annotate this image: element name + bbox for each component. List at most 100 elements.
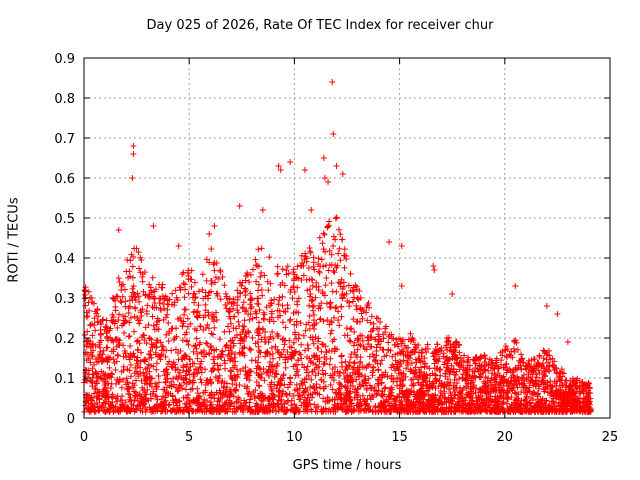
data-point (551, 362, 558, 369)
data-point (211, 360, 218, 367)
data-point (106, 374, 113, 381)
data-point (247, 346, 254, 353)
data-point (133, 377, 140, 384)
data-point (102, 394, 109, 401)
data-point (129, 263, 136, 270)
data-point (175, 373, 182, 380)
data-point (153, 366, 160, 373)
data-point (84, 312, 91, 319)
data-point (317, 384, 324, 391)
data-point (175, 366, 182, 373)
data-point (284, 263, 291, 270)
data-point (393, 361, 400, 368)
data-point (538, 362, 545, 369)
data-point (277, 312, 284, 319)
data-point (451, 388, 458, 395)
data-point (307, 406, 314, 413)
data-point (413, 359, 420, 366)
data-point (126, 297, 133, 304)
data-point (405, 394, 412, 401)
data-point (114, 293, 121, 300)
data-point (455, 400, 462, 407)
data-point (191, 299, 198, 306)
data-point (83, 309, 90, 316)
data-point (172, 396, 179, 403)
data-point (114, 352, 121, 359)
data-point (423, 382, 430, 389)
data-point (219, 392, 226, 399)
data-point (202, 301, 209, 308)
data-point (315, 338, 322, 345)
data-point (332, 305, 339, 312)
data-point (144, 302, 151, 309)
data-point (406, 388, 413, 395)
data-point (208, 246, 215, 253)
data-point (488, 375, 495, 382)
data-point (237, 290, 244, 297)
data-point (281, 401, 288, 408)
data-point (441, 361, 448, 368)
data-point (166, 358, 173, 365)
data-point (98, 354, 105, 361)
data-point (436, 355, 443, 362)
data-point (157, 307, 164, 314)
data-point (467, 385, 474, 392)
data-point (161, 296, 168, 303)
data-point (309, 394, 316, 401)
data-point (203, 340, 210, 347)
data-point (490, 387, 497, 394)
data-point (153, 321, 160, 328)
data-point (338, 303, 345, 310)
data-point (91, 404, 98, 411)
data-point (242, 277, 249, 284)
data-point (546, 362, 553, 369)
data-point (484, 397, 491, 404)
data-point (124, 379, 131, 386)
data-point (187, 320, 194, 327)
data-point (513, 390, 520, 397)
data-point (336, 372, 343, 379)
data-point (184, 323, 191, 330)
data-point (412, 356, 419, 363)
data-point (93, 359, 100, 366)
data-point (197, 365, 204, 372)
data-point (290, 363, 297, 370)
data-point (292, 329, 299, 336)
data-point (157, 339, 164, 346)
data-point (481, 359, 488, 366)
data-point (430, 263, 437, 269)
data-point (518, 356, 525, 363)
data-point (429, 380, 436, 387)
data-point (266, 336, 273, 343)
data-point (228, 368, 235, 375)
data-point (472, 365, 479, 372)
data-point (132, 393, 139, 400)
data-point (147, 391, 154, 398)
data-point (325, 408, 332, 415)
data-point (293, 308, 300, 315)
data-point (448, 400, 455, 407)
data-point (416, 388, 423, 395)
data-point (329, 365, 336, 372)
data-point (315, 370, 322, 377)
data-point (247, 290, 254, 297)
data-point (277, 167, 284, 173)
data-point (116, 279, 123, 286)
data-point (443, 404, 450, 411)
data-point (357, 305, 364, 312)
data-point (321, 175, 328, 181)
data-point (209, 331, 216, 338)
data-point (131, 304, 138, 311)
data-point (133, 338, 140, 345)
data-point (93, 371, 100, 378)
data-point (408, 403, 415, 410)
data-point (163, 366, 170, 373)
data-point (283, 392, 290, 399)
data-point (127, 361, 134, 368)
data-point (339, 171, 346, 177)
data-point (242, 288, 249, 295)
data-point (329, 396, 336, 403)
data-point (377, 318, 384, 325)
data-point (508, 386, 515, 393)
data-point (512, 337, 519, 344)
